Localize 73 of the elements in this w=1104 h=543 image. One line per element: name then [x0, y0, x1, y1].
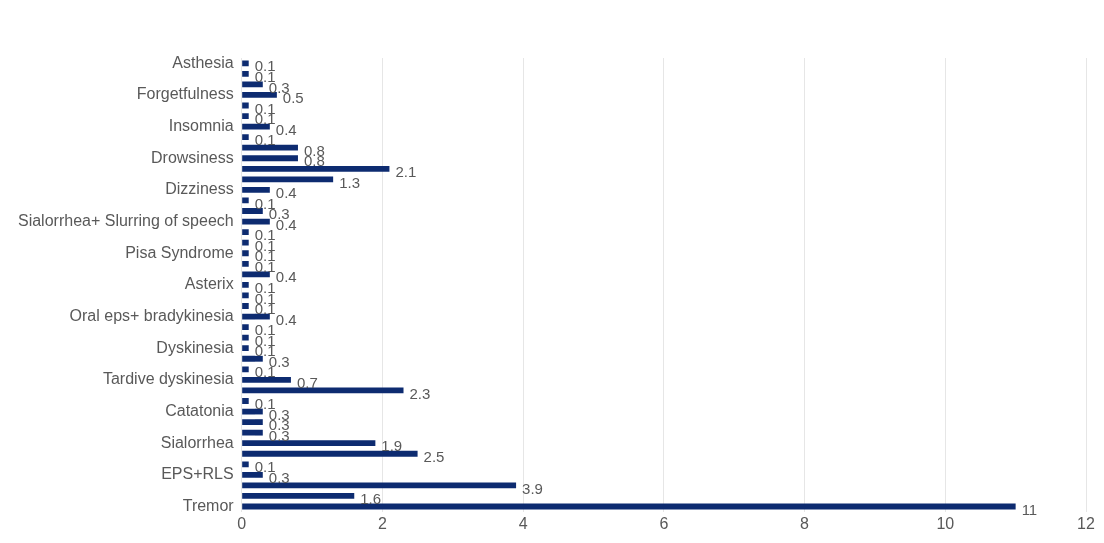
bar [242, 208, 263, 214]
bar [242, 197, 249, 204]
bar [242, 134, 249, 141]
bar [242, 155, 298, 162]
x-tick-label: 6 [659, 514, 669, 532]
data-label: 1.9 [381, 437, 403, 455]
bar [242, 355, 263, 362]
bar [242, 176, 334, 183]
bar [242, 70, 249, 77]
y-tick-label: Pisa Syndrome [125, 243, 234, 261]
bar [242, 419, 263, 425]
bar [242, 429, 263, 436]
y-tick-label: Tardive dyskinesia [102, 370, 234, 388]
y-tick-label: Dyskinesia [156, 338, 234, 356]
data-label: 0.4 [275, 184, 297, 202]
data-label: 0.7 [296, 374, 318, 392]
data-label: 2.5 [423, 447, 445, 465]
bar [242, 102, 249, 109]
y-tick-label: Sialorrhea+ Slurring of speech [17, 211, 234, 229]
y-tick-label: Sialorrhea [160, 433, 234, 451]
bar [242, 229, 249, 236]
bar [242, 345, 249, 352]
bar [242, 113, 249, 119]
x-tick-label: 12 [1077, 514, 1095, 532]
bar [242, 81, 263, 88]
data-label: 2.1 [395, 162, 417, 180]
y-tick-label: Drowsiness [150, 148, 234, 166]
bar [242, 493, 355, 499]
y-tick-label: Dizziness [165, 180, 234, 198]
bar [242, 282, 249, 288]
bar [242, 292, 249, 299]
y-tick-label: Forgetfulness [136, 85, 234, 103]
y-tick-label: EPS+RLS [161, 465, 234, 483]
data-label: 0.4 [275, 310, 297, 328]
bar [242, 250, 249, 257]
data-label: 3.9 [522, 479, 543, 497]
data-label: 11 [1021, 500, 1038, 518]
y-tick-label: Insomnia [168, 117, 234, 134]
x-tick-label: 0 [237, 514, 247, 532]
data-label: 1.3 [339, 173, 361, 191]
y-tick-label: Asthesia [172, 53, 234, 71]
bar [242, 461, 249, 468]
y-tick-label: Tremor [182, 496, 235, 514]
x-tick-label: 10 [936, 514, 955, 532]
data-label: 0.1 [254, 131, 276, 149]
x-tick-label: 2 [377, 514, 387, 532]
y-tick-label: Catatonia [165, 401, 234, 419]
y-tick-label: Oral eps+ bradykinesia [69, 306, 234, 324]
bar [242, 376, 291, 383]
bar [242, 260, 249, 267]
data-label: 0.4 [275, 268, 297, 286]
bar [242, 165, 390, 172]
bar [242, 324, 249, 331]
bar [242, 366, 249, 373]
data-label: 1.6 [360, 490, 382, 508]
bar [242, 144, 298, 151]
bar [242, 398, 249, 404]
bar [242, 450, 418, 457]
y-tick-label: Asterix [184, 275, 234, 293]
bar [242, 187, 270, 193]
bar [242, 440, 376, 447]
bar [242, 123, 270, 130]
bar [242, 303, 249, 309]
bar [242, 60, 249, 67]
x-tick-label: 4 [518, 514, 528, 532]
bar [242, 471, 263, 478]
data-label: 2.3 [409, 384, 431, 402]
bar [242, 239, 249, 246]
bar [242, 334, 249, 341]
x-tick-label: 8 [800, 514, 810, 532]
bar [242, 92, 277, 98]
bar [242, 271, 270, 278]
data-label: 0.4 [275, 120, 297, 138]
